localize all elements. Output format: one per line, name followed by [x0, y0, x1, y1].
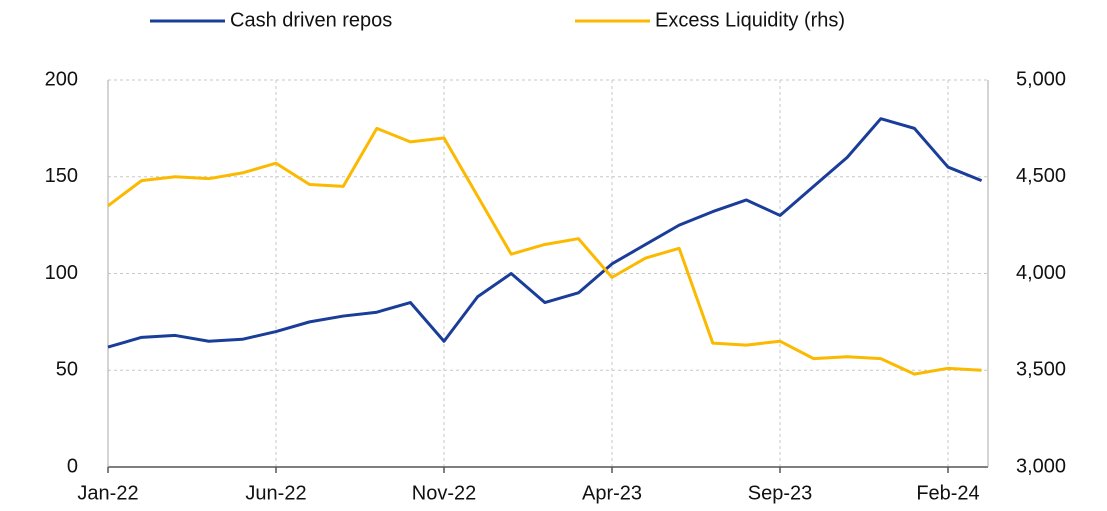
y-tick-label: 100	[45, 262, 78, 284]
x-tick-label: Jun-22	[245, 482, 306, 504]
y-tick-label: 150	[45, 165, 78, 187]
y2-tick-label: 3,000	[1016, 455, 1066, 477]
y2-tick-label: 4,500	[1016, 165, 1066, 187]
y2-tick-label: 3,500	[1016, 359, 1066, 381]
x-tick-label: Feb-24	[916, 482, 979, 504]
x-tick-label: Sep-23	[748, 482, 813, 504]
x-tick-label: Nov-22	[412, 482, 476, 504]
y-tick-label: 50	[56, 359, 78, 381]
x-tick-label: Apr-23	[582, 482, 642, 504]
x-tick-label: Jan-22	[77, 482, 138, 504]
y-tick-label: 200	[45, 68, 78, 90]
series-line	[107, 126, 982, 376]
y2-tick-label: 4,000	[1016, 262, 1066, 284]
y2-tick-label: 5,000	[1016, 68, 1066, 90]
y-tick-label: 0	[67, 455, 78, 477]
series-line	[107, 117, 983, 349]
legend-label: Cash driven repos	[230, 9, 392, 31]
legend-label: Excess Liquidity (rhs)	[655, 9, 845, 31]
